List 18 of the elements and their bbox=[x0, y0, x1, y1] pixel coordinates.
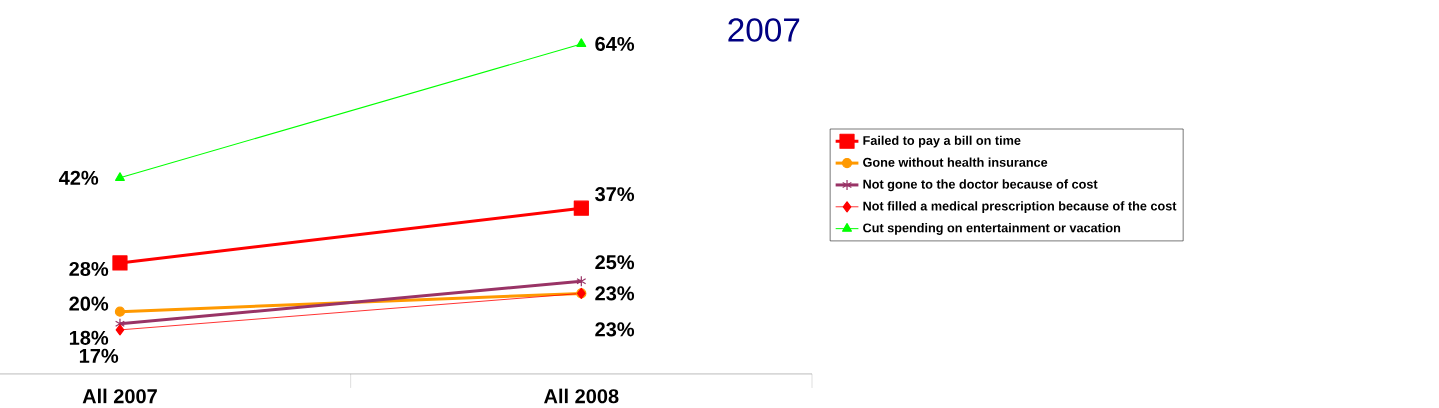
data-label: 64% bbox=[595, 36, 635, 51]
legend-label: Cut spending on entertainment or vacation bbox=[863, 223, 1121, 235]
data-label: 17% bbox=[79, 348, 119, 363]
legend-label: Not filled a medical prescription because of the cost bbox=[863, 201, 1177, 214]
data-label: 25% bbox=[595, 255, 635, 270]
data-label: 23% bbox=[595, 322, 635, 337]
chart-title: 2007 bbox=[728, 18, 800, 42]
x-tick-label: All 2008 bbox=[544, 388, 619, 404]
data-label: 42% bbox=[58, 170, 99, 185]
legend-label: Gone without health insurance bbox=[863, 157, 1048, 167]
legend-label: Not gone to the doctor because of cost bbox=[863, 179, 1098, 192]
legend-label: Failed to pay a bill on time bbox=[863, 135, 1021, 148]
data-label: 23% bbox=[595, 286, 635, 301]
data-label: 37% bbox=[595, 187, 635, 202]
data-label: 18% bbox=[69, 330, 109, 345]
data-label: 20% bbox=[69, 296, 109, 311]
data-label: 28% bbox=[69, 261, 109, 277]
x-tick-label: All 2007 bbox=[82, 388, 157, 404]
